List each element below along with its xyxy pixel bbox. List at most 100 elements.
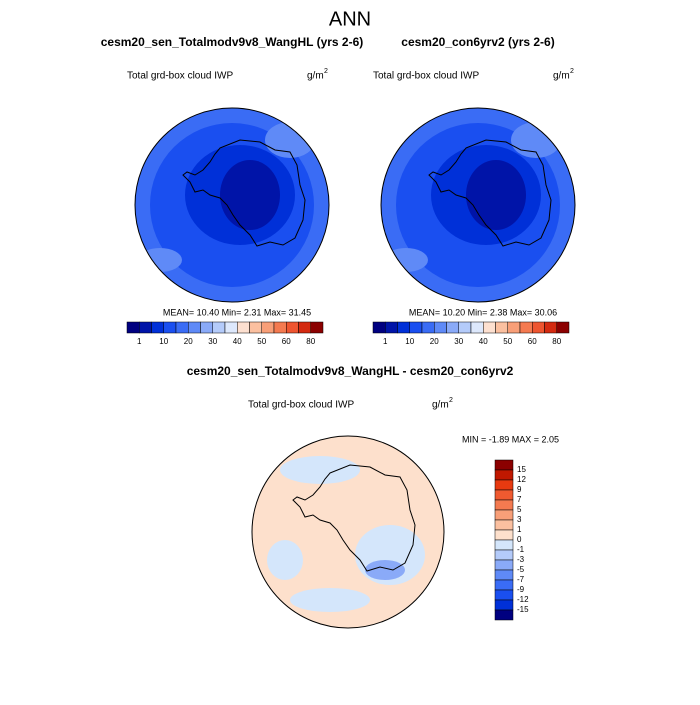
colorbar-label: -1: [517, 545, 525, 554]
stats: MEAN= 10.40 Min= 2.31 Max= 31.45: [163, 307, 311, 317]
colorbar-box: [126, 321, 140, 334]
variable-label: Total grd-box cloud IWP: [373, 71, 479, 82]
colorbar-box: [434, 321, 447, 334]
colorbar-label: 12: [517, 475, 526, 484]
colorbar-label: 5: [517, 505, 522, 514]
colorbar-box: [151, 321, 164, 334]
colorbar-box: [458, 321, 472, 334]
units: g/m: [553, 71, 570, 82]
colorbar-box: [494, 499, 514, 511]
variable-label: Total grd-box cloud IWP: [127, 71, 233, 82]
colorbar-box: [286, 321, 299, 334]
colorbar-box: [298, 321, 311, 334]
map: [252, 436, 444, 628]
colorbar-box: [507, 321, 521, 334]
colorbar-box: [163, 321, 177, 334]
colorbar-box: [494, 469, 514, 481]
colorbar-label: 50: [503, 337, 512, 346]
colorbar-label: 30: [454, 337, 463, 346]
colorbar-label: 7: [517, 495, 522, 504]
colorbar-box: [446, 321, 459, 334]
units-sup: 2: [570, 68, 574, 75]
colorbar-box: [188, 321, 201, 334]
colorbar-label: 20: [184, 337, 193, 346]
colorbar-box: [494, 579, 514, 591]
colorbar-label: -7: [517, 575, 525, 584]
units-sup: 2: [324, 68, 328, 75]
colorbar-box: [494, 459, 514, 471]
figure-title: ANN: [329, 8, 371, 30]
colorbar-box: [494, 509, 514, 521]
colorbar-box: [494, 569, 514, 581]
colorbar-box: [212, 321, 226, 334]
map: [381, 108, 575, 302]
colorbar-box: [409, 321, 423, 334]
colorbar-box: [544, 321, 557, 334]
colorbar-label: -5: [517, 565, 525, 574]
colorbar-label: 80: [306, 337, 315, 346]
colorbar-box: [495, 321, 508, 334]
colorbar-label: -12: [517, 595, 529, 604]
units: g/m: [307, 71, 324, 82]
map-border: [134, 107, 330, 303]
colorbar-box: [494, 539, 514, 551]
colorbar-box: [494, 609, 514, 621]
colorbar-box: [397, 321, 410, 334]
colorbar-label: 1: [383, 337, 388, 346]
colorbar-label: 40: [479, 337, 488, 346]
colorbar-label: 60: [282, 337, 291, 346]
colorbar-label: 10: [405, 337, 414, 346]
colorbar-box: [273, 321, 287, 334]
colorbar-box: [494, 549, 514, 561]
colorbar-label: -15: [517, 605, 529, 614]
colorbar-box: [224, 321, 238, 334]
colorbar-label: 0: [517, 535, 522, 544]
map-border: [251, 435, 445, 629]
colorbar-box: [237, 321, 250, 334]
colorbar-label: 9: [517, 485, 522, 494]
colorbar-box: [556, 321, 570, 334]
colorbar-label: -3: [517, 555, 525, 564]
colorbar-box: [372, 321, 386, 334]
colorbar-label: 40: [233, 337, 242, 346]
map-border: [380, 107, 576, 303]
colorbar-box: [494, 489, 514, 501]
colorbar-label: 15: [517, 465, 526, 474]
units-sup: 2: [449, 397, 453, 404]
colorbar-label: 3: [517, 515, 522, 524]
colorbar-box: [421, 321, 435, 334]
colorbar-box: [494, 589, 514, 601]
colorbar-box: [494, 529, 514, 541]
colorbar-box: [175, 321, 189, 334]
colorbar-label: -9: [517, 585, 525, 594]
colorbar-label: 60: [528, 337, 537, 346]
panel-title: cesm20_con6yrv2 (yrs 2-6): [401, 35, 554, 49]
variable-label: Total grd-box cloud IWP: [248, 400, 354, 411]
colorbar-label: 30: [208, 337, 217, 346]
colorbar-label: 20: [430, 337, 439, 346]
colorbar-box: [200, 321, 213, 334]
colorbar-label: 1: [137, 337, 142, 346]
colorbar-box: [494, 559, 514, 571]
colorbar-box: [310, 321, 324, 334]
colorbar-box: [385, 321, 398, 334]
colorbar-box: [494, 599, 514, 611]
panel-title: cesm20_sen_Totalmodv9v8_WangHL (yrs 2-6): [101, 35, 364, 49]
map: [135, 108, 329, 302]
colorbar-label: 50: [257, 337, 266, 346]
stats: MIN = -1.89 MAX = 2.05: [462, 434, 559, 444]
stats: MEAN= 10.20 Min= 2.38 Max= 30.06: [409, 307, 557, 317]
colorbar-box: [261, 321, 275, 334]
units: g/m: [432, 400, 449, 411]
colorbar-box: [249, 321, 262, 334]
colorbar-box: [470, 321, 484, 334]
colorbar-label: 10: [159, 337, 168, 346]
colorbar-box: [494, 519, 514, 531]
colorbar-label: 80: [552, 337, 561, 346]
panel-title: cesm20_sen_Totalmodv9v8_WangHL - cesm20_…: [187, 364, 514, 378]
colorbar-box: [519, 321, 533, 334]
colorbar-box: [483, 321, 496, 334]
colorbar-box: [532, 321, 545, 334]
colorbar-label: 1: [517, 525, 522, 534]
